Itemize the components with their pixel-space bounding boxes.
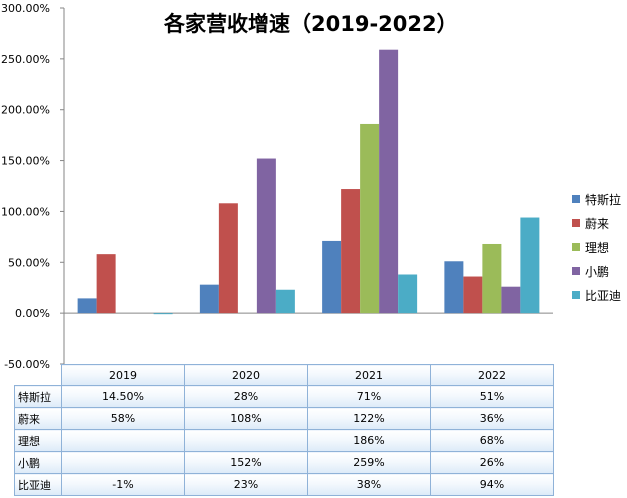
table-cell: 26% xyxy=(430,451,554,474)
data-table: 2019 2020 2021 2022 特斯拉 14.50% 28% 71% 51% 蔚来 58% 1… xyxy=(14,364,554,496)
legend-label: 比亚迪 xyxy=(585,288,622,303)
table-cell: 152% xyxy=(184,451,308,474)
legend-label: 小鹏 xyxy=(585,264,610,279)
table-row-label: 小鹏 xyxy=(14,451,62,474)
table-cell: 28% xyxy=(184,385,308,408)
table-cell: 108% xyxy=(184,407,308,430)
table-row: 特斯拉 14.50% 28% 71% 51% xyxy=(14,385,554,408)
legend-swatch xyxy=(572,291,580,299)
bar-特斯拉-2022 xyxy=(444,261,464,314)
table-cell: 68% xyxy=(430,429,554,452)
bar-蔚来-2021 xyxy=(341,189,361,314)
table-header-year: 2021 xyxy=(307,364,431,386)
legend-label: 特斯拉 xyxy=(585,192,622,207)
bar-比亚迪-2020 xyxy=(275,289,295,314)
table-header-year: 2020 xyxy=(184,364,308,386)
table-row: 理想 186% 68% xyxy=(14,429,554,452)
bar-比亚迪-2021 xyxy=(398,274,418,314)
table-row-label: 蔚来 xyxy=(14,407,62,430)
bar-小鹏-2021 xyxy=(379,49,399,314)
bar-比亚迪-2022 xyxy=(520,217,540,314)
table-cell: 259% xyxy=(307,451,431,474)
legend-item: 特斯拉 xyxy=(572,187,621,211)
bar-特斯拉-2019 xyxy=(77,298,97,314)
legend-item: 比亚迪 xyxy=(572,283,621,307)
legend-swatch xyxy=(572,219,580,227)
y-tick-label: 0.00% xyxy=(15,307,50,320)
bar-蔚来-2019 xyxy=(96,254,116,314)
table-cell xyxy=(184,429,308,452)
legend-item: 理想 xyxy=(572,235,621,259)
table-row-label: 理想 xyxy=(14,429,62,452)
table-cell: 186% xyxy=(307,429,431,452)
table-cell: 58% xyxy=(61,407,185,430)
bar-比亚迪-2019 xyxy=(153,313,173,315)
table-row: 蔚来 58% 108% 122% 36% xyxy=(14,407,554,430)
legend-swatch xyxy=(572,195,580,203)
table-cell: -1% xyxy=(61,473,185,496)
legend-swatch xyxy=(572,243,580,251)
table-row-label: 特斯拉 xyxy=(14,385,62,408)
y-tick-label: 200.00% xyxy=(1,104,50,117)
bar-理想-2021 xyxy=(360,123,380,314)
bar-小鹏-2020 xyxy=(256,158,276,314)
bar-蔚来-2022 xyxy=(463,276,483,314)
table-cell: 122% xyxy=(307,407,431,430)
legend-label: 理想 xyxy=(585,240,610,255)
table-cell xyxy=(61,429,185,452)
table-header-year: 2022 xyxy=(430,364,554,386)
bar-理想-2022 xyxy=(482,243,502,314)
y-tick-label: -50.00% xyxy=(4,358,50,371)
bar-蔚来-2020 xyxy=(218,203,238,314)
legend-item: 蔚来 xyxy=(572,211,621,235)
y-tick-label: 50.00% xyxy=(8,256,50,269)
table-row-label: 比亚迪 xyxy=(14,473,62,496)
y-tick-label: 300.00% xyxy=(1,2,50,15)
y-tick-label: 150.00% xyxy=(1,155,50,168)
table-cell xyxy=(61,451,185,474)
bar-小鹏-2022 xyxy=(501,286,521,314)
table-cell: 38% xyxy=(307,473,431,496)
table-row: 比亚迪 -1% 23% 38% 94% xyxy=(14,473,554,496)
table-cell: 51% xyxy=(430,385,554,408)
table-cell: 23% xyxy=(184,473,308,496)
table-cell: 36% xyxy=(430,407,554,430)
y-tick-label: 250.00% xyxy=(1,53,50,66)
legend: 特斯拉蔚来理想小鹏比亚迪 xyxy=(572,187,621,307)
legend-swatch xyxy=(572,267,580,275)
table-cell: 94% xyxy=(430,473,554,496)
y-tick-label: 100.00% xyxy=(1,205,50,218)
table-row: 小鹏 152% 259% 26% xyxy=(14,451,554,474)
bar-特斯拉-2020 xyxy=(199,284,219,314)
bar-特斯拉-2021 xyxy=(322,240,342,314)
table-cell: 14.50% xyxy=(61,385,185,408)
table-cell: 71% xyxy=(307,385,431,408)
legend-label: 蔚来 xyxy=(585,216,610,231)
legend-item: 小鹏 xyxy=(572,259,621,283)
table-header-year: 2019 xyxy=(61,364,185,386)
